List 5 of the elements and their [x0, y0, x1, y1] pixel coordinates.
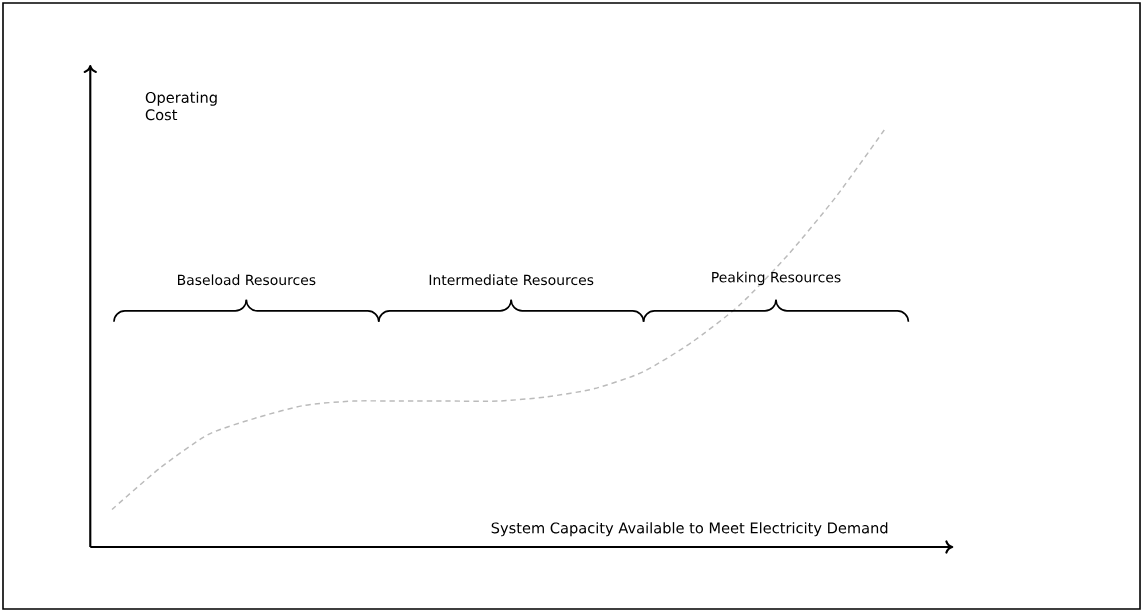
annotation: Intermediate Resources — [429, 274, 594, 286]
x-axis-title: System Capacity Available to Meet Electricity Demand — [491, 522, 888, 537]
annotation: Peaking Resources — [712, 271, 841, 286]
y-axis-title: Operating Cost — [145, 91, 217, 121]
annotation: Baseload Resources — [178, 274, 316, 286]
